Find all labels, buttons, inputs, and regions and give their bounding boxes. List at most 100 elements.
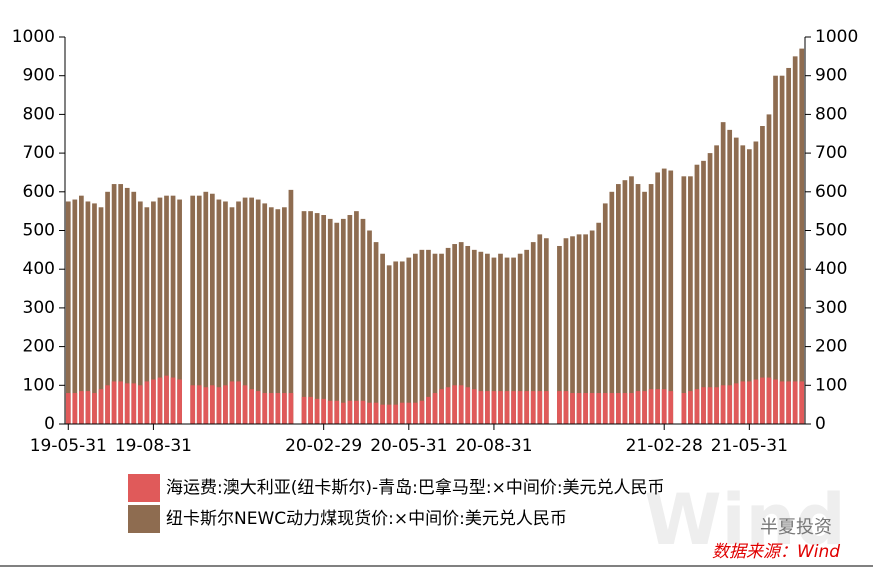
bar [753, 379, 759, 424]
bar [354, 400, 359, 424]
bar [275, 393, 281, 424]
bar [524, 391, 530, 424]
bar [740, 381, 746, 424]
bar [79, 195, 84, 424]
bar [118, 381, 124, 424]
bar [445, 247, 451, 424]
bar [65, 201, 71, 424]
bar [157, 377, 163, 424]
bar [124, 383, 130, 424]
bar [354, 211, 359, 424]
bar [786, 67, 791, 425]
y-tick-label: 300 [23, 298, 55, 318]
bar [504, 257, 510, 424]
bar [203, 191, 209, 424]
bar [661, 168, 667, 424]
bar [236, 201, 241, 424]
bar [209, 193, 215, 424]
bar [177, 379, 182, 424]
bar [190, 195, 196, 424]
bar [327, 400, 333, 424]
bar [498, 253, 503, 424]
y2-tick-label: 100 [815, 375, 847, 395]
bar [151, 379, 156, 424]
bar [727, 129, 733, 424]
bar [282, 393, 287, 424]
bar [406, 257, 412, 424]
y2-tick-label: 900 [815, 66, 847, 86]
bar [602, 393, 608, 424]
bar [439, 389, 444, 424]
bar [380, 253, 385, 424]
bar [452, 385, 458, 424]
bar [773, 75, 778, 424]
bar [583, 234, 588, 424]
bar [792, 381, 798, 424]
bar [393, 261, 399, 424]
bar [511, 391, 516, 424]
bar [557, 391, 562, 424]
bar [786, 381, 791, 424]
bar [746, 381, 752, 424]
bar [288, 393, 294, 424]
bar [393, 404, 399, 424]
y2-tick-label: 400 [815, 259, 847, 279]
bar [478, 391, 484, 424]
bar [118, 184, 124, 424]
bar [360, 400, 366, 424]
x-tick-label: 21-05-31 [711, 436, 788, 456]
x-tick-label: 19-05-31 [30, 436, 107, 456]
bar [485, 391, 490, 424]
y-tick-label: 1000 [12, 27, 55, 47]
bar [85, 201, 91, 424]
y-tick-label: 200 [23, 337, 55, 357]
bar [255, 391, 261, 424]
bar [570, 393, 575, 424]
watermark-brand: 半夏投资 [760, 517, 832, 538]
bar [616, 184, 621, 424]
bar [151, 201, 156, 424]
bar [655, 172, 661, 424]
bar [792, 56, 798, 424]
x-tick-label: 20-05-31 [370, 436, 447, 456]
bar [701, 387, 706, 424]
bar [733, 383, 739, 424]
bar [301, 396, 307, 424]
bar [753, 141, 759, 425]
y-tick-label: 700 [23, 143, 55, 163]
bar [491, 257, 497, 424]
bar [79, 391, 84, 424]
x-tick-label: 20-08-31 [455, 436, 532, 456]
bar [347, 215, 353, 424]
bar [635, 184, 641, 424]
y-tick-label: 600 [23, 182, 55, 202]
bar [124, 187, 130, 424]
bar [380, 404, 385, 424]
bar [308, 396, 313, 424]
bar [65, 393, 71, 424]
legend-label: 海运费:澳大利亚(纽卡斯尔)-青岛:巴拿马型:×中间价:美元兑人民币 [166, 477, 665, 498]
bar [340, 218, 346, 424]
bar [105, 191, 110, 424]
bar [223, 385, 228, 424]
bar [465, 387, 471, 424]
bar [229, 207, 235, 424]
bar [701, 160, 706, 424]
bar [164, 195, 169, 424]
bar [635, 391, 641, 424]
bar [367, 402, 372, 424]
bar [465, 245, 471, 424]
bar [144, 207, 150, 424]
bar [537, 234, 543, 424]
bar [334, 400, 340, 424]
bar [262, 393, 268, 424]
bar [170, 195, 176, 424]
bar [190, 385, 196, 424]
bar [517, 253, 523, 424]
bar [268, 393, 274, 424]
bar [170, 377, 176, 424]
bar [347, 400, 353, 424]
bar [688, 176, 693, 424]
bar [537, 391, 543, 424]
bar [308, 211, 313, 424]
